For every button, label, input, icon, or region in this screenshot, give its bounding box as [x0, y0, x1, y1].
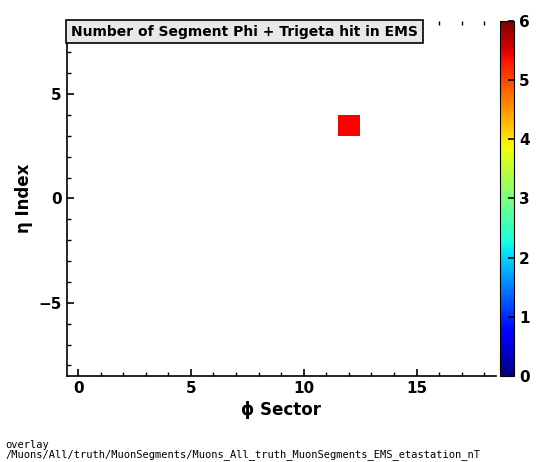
- Bar: [337, 115, 360, 136]
- Text: overlay: overlay: [5, 440, 49, 450]
- Y-axis label: η Index: η Index: [15, 164, 33, 233]
- X-axis label: ϕ Sector: ϕ Sector: [241, 401, 321, 419]
- Text: /Muons/All/truth/MuonSegments/Muons_All_truth_MuonSegments_EMS_etastation_nT: /Muons/All/truth/MuonSegments/Muons_All_…: [5, 449, 480, 460]
- Text: Number of Segment Phi + Trigeta hit in EMS: Number of Segment Phi + Trigeta hit in E…: [71, 24, 418, 38]
